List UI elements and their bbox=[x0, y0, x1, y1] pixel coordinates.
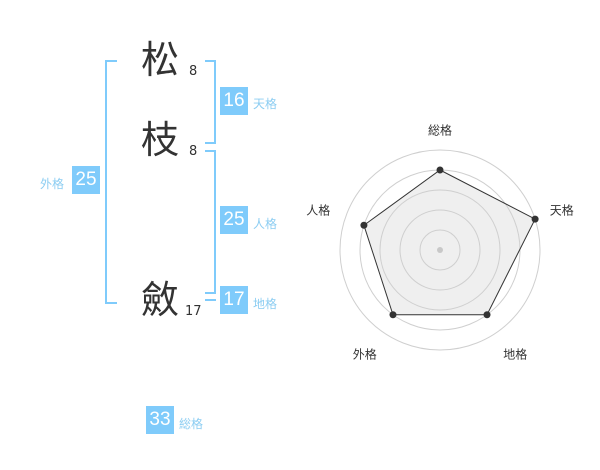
stroke-count-3: 17 bbox=[185, 304, 202, 319]
soukaku-label: 総格 bbox=[179, 417, 204, 431]
radar-area bbox=[363, 170, 536, 315]
radar-ring bbox=[339, 149, 541, 351]
tenkaku-value: 16 bbox=[220, 87, 248, 115]
jinkaku-value: 25 bbox=[220, 206, 248, 234]
tenkaku-label: 天格 bbox=[253, 97, 278, 111]
tenkaku-bracket bbox=[205, 60, 216, 144]
stroke-count-1: 8 bbox=[189, 64, 198, 79]
radar-axis-label: 人格 bbox=[306, 203, 331, 218]
radar-ring bbox=[419, 229, 461, 271]
jinkaku-bracket bbox=[205, 150, 216, 294]
gaikaku-value: 25 bbox=[72, 166, 100, 194]
soukaku-value: 33 bbox=[146, 406, 174, 434]
chikaku-label: 地格 bbox=[253, 297, 278, 311]
radar-axis-label: 総格 bbox=[427, 123, 453, 138]
radar-point bbox=[389, 311, 397, 319]
gaikaku-bracket bbox=[105, 60, 117, 304]
radar-ring bbox=[399, 209, 481, 291]
radar-outline bbox=[363, 169, 536, 316]
chikaku-bracket bbox=[205, 299, 216, 301]
stroke-count-2: 8 bbox=[189, 144, 198, 159]
radar-point bbox=[531, 215, 539, 223]
radar-point bbox=[483, 311, 491, 319]
name-char-3: 斂 bbox=[141, 278, 180, 322]
name-char-1: 松 bbox=[141, 38, 180, 82]
radar-point bbox=[360, 221, 368, 229]
radar-center bbox=[437, 247, 443, 253]
name-char-2: 枝 bbox=[141, 118, 180, 162]
chikaku-value: 17 bbox=[220, 286, 248, 314]
radar-axis-label: 外格 bbox=[352, 347, 377, 362]
gaikaku-label: 外格 bbox=[40, 177, 65, 191]
radar-ring bbox=[379, 189, 501, 311]
jinkaku-label: 人格 bbox=[253, 217, 278, 231]
radar-point bbox=[436, 166, 444, 174]
radar-axis-label: 地格 bbox=[503, 347, 528, 362]
radar-axis-label: 天格 bbox=[549, 203, 574, 218]
